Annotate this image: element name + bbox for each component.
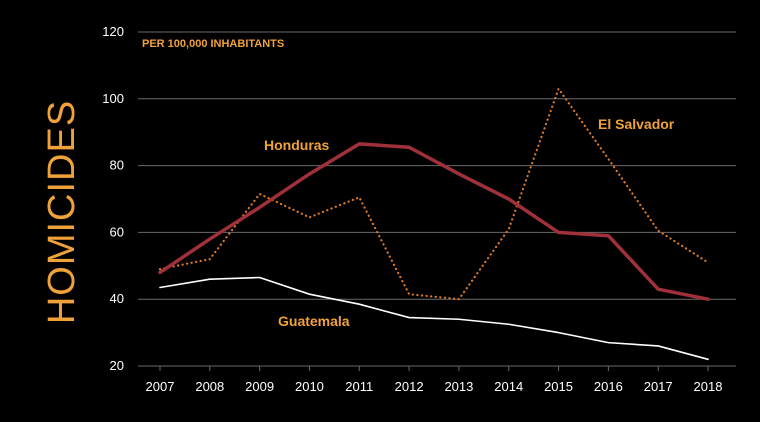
x-tick-label: 2009 [245,379,274,394]
x-tick-label: 2012 [395,379,424,394]
y-axis-label: HOMICIDES [41,100,83,324]
series-labels: Honduras El Salvador Guatemala [264,116,675,329]
x-tick-label: 2017 [644,379,673,394]
series-label-el-salvador: El Salvador [598,116,675,132]
series-label-honduras: Honduras [264,137,330,153]
series-line-el-salvador [158,87,710,301]
x-axis-ticks: 2007 2008 2009 2010 2011 2012 2013 2014 2015 2016… [146,379,723,394]
x-tick-label: 2013 [444,379,473,394]
y-tick-label: 60 [110,224,124,239]
x-tick-label: 2014 [494,379,523,394]
y-tick-label: 40 [110,291,124,306]
y-tick-label: 100 [102,91,124,106]
chart-subtitle: PER 100,000 INHABITANTS [142,38,284,50]
series-line-honduras [158,142,710,301]
gridlines [138,31,736,371]
x-tick-label: 2018 [694,379,723,394]
series-lines [158,87,710,361]
y-tick-label: 20 [110,358,124,373]
x-tick-label: 2016 [594,379,623,394]
y-tick-label: 80 [110,158,124,173]
x-tick-label: 2010 [295,379,324,394]
y-axis-ticks: 20 40 60 80 100 120 [102,24,124,373]
x-tick-label: 2011 [345,379,373,394]
x-tick-label: 2007 [146,379,175,394]
y-tick-label: 120 [102,24,124,39]
x-tick-label: 2015 [544,379,573,394]
series-line-guatemala [159,276,709,361]
x-tick-label: 2008 [195,379,224,394]
series-label-guatemala: Guatemala [278,313,350,329]
